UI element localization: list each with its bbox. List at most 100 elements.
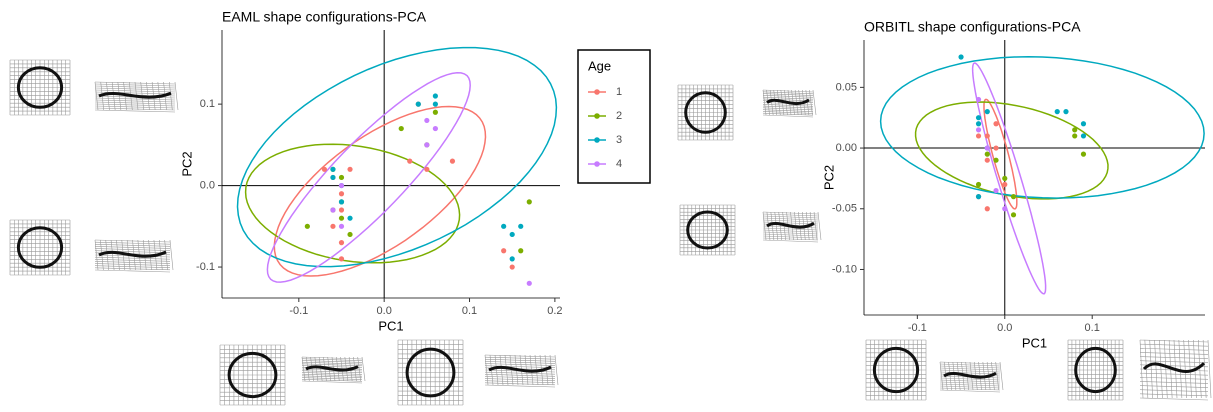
grid-stroke — [1140, 390, 1208, 392]
grid-stroke — [763, 97, 813, 99]
grid-stroke — [1208, 340, 1211, 398]
point — [958, 54, 963, 59]
y-tick-label: -0.1 — [196, 261, 215, 273]
point — [339, 240, 344, 245]
point — [1063, 109, 1068, 114]
point — [527, 281, 532, 286]
grid-stroke — [485, 374, 555, 376]
point — [416, 102, 421, 107]
point — [1072, 127, 1077, 132]
point — [330, 207, 335, 212]
deformation-grid — [940, 362, 1003, 392]
point — [518, 248, 523, 253]
point — [424, 118, 429, 123]
grid-stroke — [763, 234, 818, 236]
x-tick-label: 0.0 — [997, 322, 1012, 334]
deformation-grid — [220, 345, 285, 405]
grid-stroke — [95, 106, 175, 108]
grid-stroke — [763, 115, 813, 117]
grid-stroke — [302, 364, 362, 366]
point — [433, 102, 438, 107]
confidence-ellipse — [881, 57, 1205, 198]
point — [976, 97, 981, 102]
grid-stroke — [940, 384, 1000, 386]
grid-stroke — [485, 379, 555, 381]
point — [339, 199, 344, 204]
y-tick-label: 0.1 — [200, 98, 215, 110]
grid-stroke — [95, 90, 175, 92]
grid-stroke — [555, 355, 558, 385]
grid-stroke — [116, 240, 119, 270]
grid-stroke — [95, 266, 170, 268]
point — [1002, 176, 1007, 181]
grid-stroke — [319, 357, 322, 381]
grid-stroke — [763, 104, 813, 106]
point — [347, 167, 352, 172]
x-tick-label: -0.1 — [908, 322, 927, 334]
grid-stroke — [175, 82, 178, 110]
grid-stroke — [1000, 362, 1003, 390]
legend-label: 3 — [616, 134, 622, 146]
point — [330, 175, 335, 180]
confidence-ellipse — [238, 48, 557, 267]
point — [433, 126, 438, 131]
point — [305, 224, 310, 229]
point — [424, 167, 429, 172]
figure: EAML shape configurations-PCA -0.1 0.0 0.1 0… — [0, 0, 1213, 412]
grid-stroke — [1203, 340, 1206, 398]
point — [985, 152, 990, 157]
point — [407, 159, 412, 164]
x-axis-label: PC1 — [1022, 335, 1047, 350]
y-tick-label: -0.05 — [832, 203, 857, 215]
grid-stroke — [1140, 386, 1208, 388]
x-tick-label: 0.0 — [377, 305, 392, 317]
point — [527, 199, 532, 204]
point — [433, 110, 438, 115]
grid-stroke — [940, 386, 1000, 388]
confidence-ellipse — [973, 63, 1046, 294]
y-tick-label: -0.10 — [832, 263, 857, 275]
grid-stroke — [957, 362, 960, 390]
point — [347, 216, 352, 221]
point — [399, 126, 404, 131]
grid-stroke — [1189, 340, 1192, 398]
grid-stroke — [485, 364, 555, 366]
y-tick-label: 0.05 — [836, 81, 857, 93]
grid-stroke — [940, 382, 1000, 384]
point — [339, 191, 344, 196]
grid-stroke — [1184, 340, 1187, 398]
grid-stroke — [763, 232, 818, 234]
point — [1081, 133, 1086, 138]
y-axis-label: PC2 — [179, 151, 194, 176]
grid-stroke — [95, 257, 170, 259]
grid-stroke — [485, 383, 555, 385]
grid-stroke — [940, 380, 1000, 382]
legend-title: Age — [588, 58, 611, 73]
grid-stroke — [95, 270, 170, 272]
grid-stroke — [170, 240, 173, 270]
point — [1011, 212, 1016, 217]
grid-stroke — [1140, 361, 1208, 363]
legend-swatch — [594, 161, 600, 167]
point — [993, 121, 998, 126]
deformation-grid — [10, 60, 70, 115]
point — [330, 224, 335, 229]
grid-stroke — [940, 368, 1000, 370]
deformation-grid — [763, 90, 816, 117]
grid-stroke — [763, 95, 813, 97]
point — [339, 175, 344, 180]
x-tick-label: 0.1 — [462, 305, 477, 317]
point — [985, 206, 990, 211]
grid-stroke — [777, 90, 780, 115]
point — [1002, 206, 1007, 211]
grid-stroke — [1140, 377, 1208, 379]
grid-stroke — [302, 376, 362, 378]
point — [976, 133, 981, 138]
grid-stroke — [95, 104, 175, 106]
point — [976, 121, 981, 126]
grid-stroke — [763, 113, 813, 115]
grid-stroke — [813, 90, 816, 115]
deformation-grid — [763, 212, 821, 242]
chart-title: EAML shape configurations-PCA — [222, 9, 427, 25]
point — [518, 224, 523, 229]
